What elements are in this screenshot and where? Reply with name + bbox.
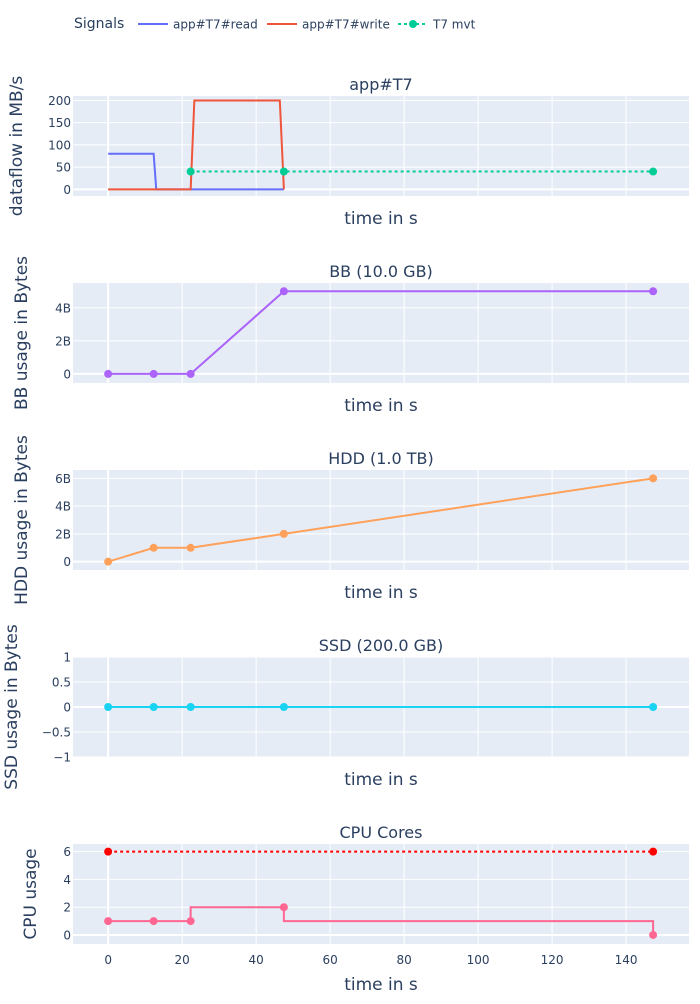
x-axis-label: time in s: [344, 770, 418, 790]
data-point: [104, 703, 113, 711]
data-point: [649, 930, 658, 939]
y-tick-label: −1: [53, 751, 71, 765]
x-axis-label: time in s: [344, 975, 418, 995]
series-2: [104, 903, 658, 939]
x-tick-label: 0: [104, 953, 112, 967]
x-tick-label: 120: [541, 953, 564, 967]
legend-label: T7 mvt: [432, 18, 476, 32]
y-axis-label: HDD usage in Bytes: [12, 435, 32, 605]
data-point: [279, 167, 288, 176]
legend-title: Signals: [74, 16, 124, 32]
series-1: [104, 474, 658, 566]
y-tick-label: 0.5: [52, 676, 71, 690]
data-point: [279, 903, 288, 912]
y-tick-label: 100: [48, 138, 71, 152]
data-point: [186, 543, 195, 552]
plot-area: [73, 844, 689, 944]
legend-label: app#T7#read: [173, 18, 258, 32]
x-tick-label: 40: [248, 953, 263, 967]
series-1: [104, 847, 658, 856]
data-point: [104, 557, 113, 566]
y-tick-label: 4B: [55, 301, 71, 315]
data-point: [104, 847, 113, 856]
series-2: [108, 99, 285, 191]
data-point: [649, 287, 658, 296]
series-line: [108, 906, 655, 935]
legend-item-1: app#T7#read: [138, 18, 258, 32]
plot-area: [73, 96, 689, 196]
data-point: [186, 703, 195, 711]
data-point: [649, 703, 658, 711]
x-tick-label: 80: [396, 953, 411, 967]
y-axis-label: BB usage in Bytes: [12, 256, 32, 410]
plot-area: [73, 283, 689, 383]
data-point: [149, 369, 158, 378]
y-tick-label: −0.5: [42, 726, 71, 740]
x-tick-label: 20: [175, 953, 190, 967]
panel-title: app#T7: [349, 75, 412, 94]
y-tick-label: 4B: [55, 500, 71, 514]
panel-title: BB (10.0 GB): [329, 262, 433, 281]
data-point: [149, 703, 158, 711]
y-tick-label: 1: [63, 651, 71, 665]
legend-item-2: app#T7#write: [267, 18, 390, 32]
panel-title: HDD (1.0 TB): [328, 449, 434, 468]
data-point: [186, 369, 195, 378]
legend-item-3: T7 mvt: [398, 18, 476, 32]
data-point: [649, 167, 658, 176]
data-point: [649, 474, 658, 483]
legend: Signals app#T7#read app#T7#write T7 mvt: [74, 16, 476, 32]
y-tick-label: 150: [48, 116, 71, 130]
series-line: [108, 152, 284, 191]
data-point: [279, 287, 288, 296]
x-tick-label: 100: [467, 953, 490, 967]
data-point: [186, 167, 195, 176]
x-axis-label: time in s: [344, 209, 418, 229]
chart-panel-1: 0 50 100 150 200 app#T7 time in s dataflow in M…: [7, 75, 689, 229]
legend-marker: [409, 20, 417, 28]
data-point: [104, 917, 113, 926]
series-3: [186, 167, 658, 176]
y-tick-label: 0: [63, 555, 71, 569]
data-point: [149, 543, 158, 552]
panel-title: SSD (200.0 GB): [319, 636, 443, 655]
y-tick-label: 6: [63, 845, 71, 859]
data-point: [104, 369, 113, 378]
y-axis-label: SSD usage in Bytes: [2, 624, 22, 790]
chart-panel-3: 0 2B 4B 6B HDD (1.0 TB) time in s HDD usage in…: [12, 435, 689, 605]
y-tick-label: 0: [63, 928, 71, 942]
series-1: [104, 703, 658, 711]
y-tick-label: 0: [63, 701, 71, 715]
y-tick-label: 0: [63, 183, 71, 197]
x-tick-label: 140: [615, 953, 638, 967]
panel-title: CPU Cores: [340, 823, 423, 842]
data-point: [279, 703, 288, 711]
y-tick-label: 0: [63, 367, 71, 381]
legend-label: app#T7#write: [302, 18, 390, 32]
series-1: [104, 287, 658, 378]
y-tick-label: 4: [63, 873, 71, 887]
y-tick-label: 200: [48, 94, 71, 108]
data-point: [279, 529, 288, 538]
chart-panel-4: −1 −0.5 0 0.5 1 SSD (200.0 GB) time in s SSD us…: [2, 624, 689, 790]
y-tick-label: 50: [56, 161, 71, 175]
data-point: [649, 847, 658, 856]
y-tick-label: 2B: [55, 527, 71, 541]
data-point: [186, 917, 195, 926]
series-line: [108, 99, 285, 191]
y-axis-label: CPU usage: [21, 848, 41, 939]
x-axis-label: time in s: [344, 396, 418, 416]
y-tick-label: 6B: [55, 472, 71, 486]
x-tick-label: 60: [322, 953, 337, 967]
y-axis-label: dataflow in MB/s: [7, 76, 27, 217]
y-tick-label: 2: [63, 901, 71, 915]
data-point: [149, 917, 158, 926]
x-axis-label: time in s: [344, 583, 418, 603]
series-1: [108, 152, 284, 191]
chart-panel-2: 0 2B 4B BB (10.0 GB) time in s BB usage in By…: [12, 256, 689, 416]
y-tick-label: 2B: [55, 334, 71, 348]
